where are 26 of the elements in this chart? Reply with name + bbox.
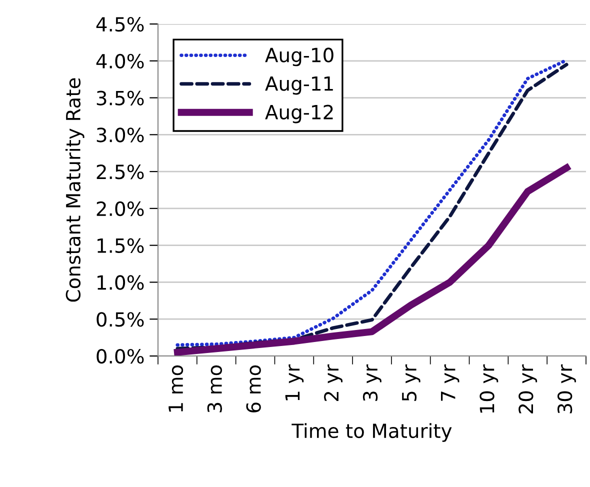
y-tick-label: 1.5% xyxy=(98,238,144,253)
x-tick-label: 1 mo xyxy=(168,365,184,412)
y-tick-label: 0.0% xyxy=(96,348,144,364)
legend-label: Aug-10 xyxy=(265,48,334,66)
y-tick-label: 1.0% xyxy=(98,275,144,290)
x-axis-title: Time to Maturity xyxy=(292,423,452,442)
x-tick-label: 1 yr xyxy=(285,364,304,400)
x-tick-label: 7 yr xyxy=(441,364,460,401)
y-tick-label: 4.0% xyxy=(96,54,144,69)
y-tick-label: 2.5% xyxy=(96,164,144,180)
y-tick-label: 4.5% xyxy=(96,16,144,32)
x-tick-label: 3 mo xyxy=(207,365,222,412)
y-tick-label: 3.0% xyxy=(96,128,144,142)
x-tick-label: 6 mo xyxy=(246,365,261,412)
y-axis-title: Constant Maturity Rate xyxy=(65,78,84,302)
y-tick-label: 2.0% xyxy=(96,201,144,216)
y-tick-label: 0.5% xyxy=(96,312,144,327)
x-tick-label: 20 yr xyxy=(518,364,538,414)
y-tick-label: 3.5% xyxy=(96,90,144,106)
x-tick-label: 10 yr xyxy=(480,364,498,413)
legend-label: Aug-11 xyxy=(265,76,333,95)
legend-label: Aug-12 xyxy=(265,104,333,124)
x-tick-label: 5 yr xyxy=(402,364,420,401)
x-tick-label: 30 yr xyxy=(557,364,576,414)
x-tick-label: 2 yr xyxy=(324,364,342,401)
x-tick-label: 3 yr xyxy=(362,364,382,401)
